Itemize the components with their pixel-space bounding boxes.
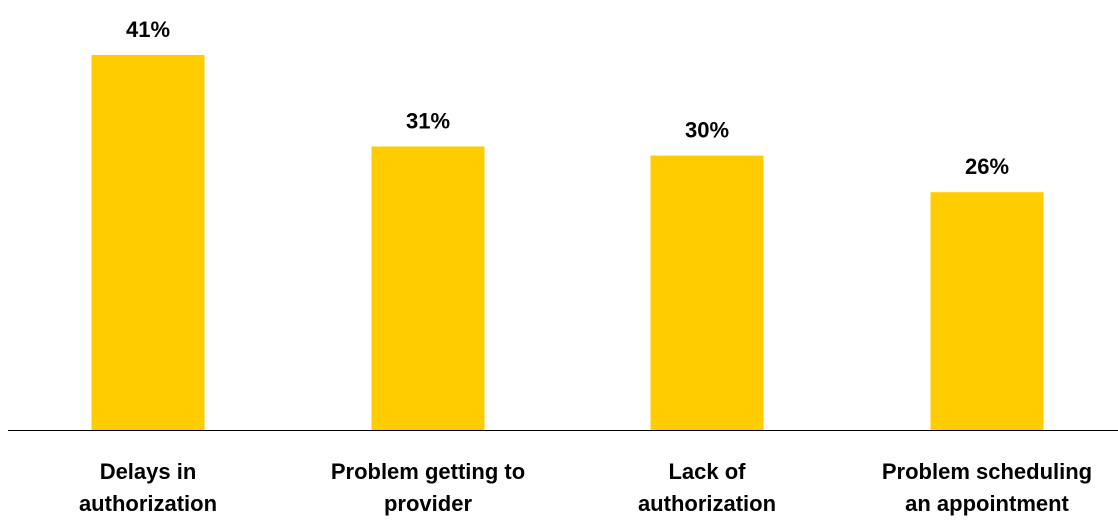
category-label-1-line-2: authorization xyxy=(79,491,217,516)
category-label-2-line-2: provider xyxy=(384,491,472,516)
bar-3 xyxy=(650,155,764,431)
category-label-2: Problem getting to provider xyxy=(331,459,525,516)
bar-1 xyxy=(91,55,205,430)
value-label-3: 30% xyxy=(685,118,729,143)
category-label-1: Delays in authorization xyxy=(79,459,217,516)
value-label-4: 26% xyxy=(965,154,1009,179)
value-label-1: 41% xyxy=(126,17,170,42)
category-label-4-line-2: an appointment xyxy=(905,491,1069,516)
value-labels-group: 41% 31% 30% 26% xyxy=(126,17,1009,179)
bar-4 xyxy=(930,192,1044,430)
category-label-4: Problem scheduling an appointment xyxy=(882,459,1092,516)
value-label-2: 31% xyxy=(406,108,450,133)
category-label-1-line-1: Delays in xyxy=(100,459,197,484)
category-label-4-line-1: Problem scheduling xyxy=(882,459,1092,484)
category-label-3-line-2: authorization xyxy=(638,491,776,516)
category-label-3: Lack of authorization xyxy=(638,459,776,516)
category-label-2-line-1: Problem getting to xyxy=(331,459,525,484)
bars-group xyxy=(91,55,1044,431)
category-label-3-line-1: Lack of xyxy=(668,459,746,484)
bar-2 xyxy=(371,146,485,430)
category-labels-group: Delays in authorization Problem getting to… xyxy=(79,459,1092,516)
